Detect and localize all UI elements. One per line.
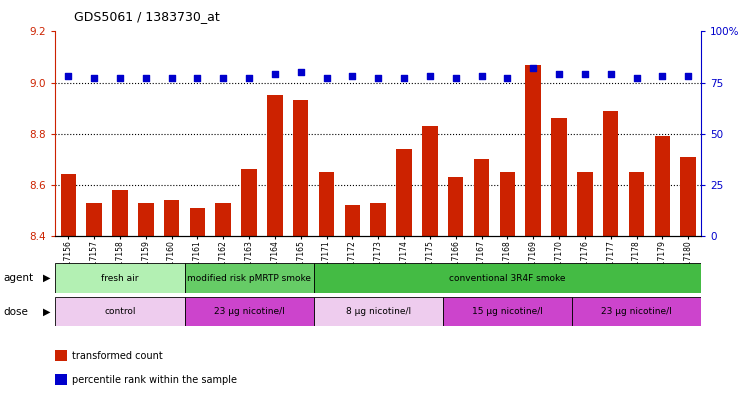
Point (373, 75, 384, 82)
Bar (370, 203, 386, 236)
Text: transformed count: transformed count (72, 351, 163, 361)
Point (630, 75, 642, 82)
Bar (184, 263, 314, 293)
Text: ▶: ▶ (43, 307, 50, 317)
Point (605, 71, 617, 77)
Point (347, 73, 359, 79)
Text: dose: dose (4, 307, 29, 317)
Point (320, 75, 332, 82)
Bar (86, 203, 102, 236)
Point (683, 73, 694, 79)
Point (165, 75, 178, 82)
Bar (443, 297, 572, 326)
Bar (184, 297, 314, 326)
Bar (138, 203, 154, 236)
Point (217, 75, 229, 82)
Bar (345, 205, 360, 236)
Bar (500, 172, 515, 236)
Point (269, 71, 281, 77)
Point (527, 65, 539, 72)
Text: 8 μg nicotine/l: 8 μg nicotine/l (345, 307, 411, 316)
Bar (680, 157, 696, 236)
Point (114, 75, 125, 82)
Text: 15 μg nicotine/l: 15 μg nicotine/l (472, 307, 543, 316)
Bar (164, 200, 179, 236)
Point (502, 75, 514, 82)
Bar (314, 297, 443, 326)
Bar (112, 190, 128, 236)
Bar (655, 136, 670, 236)
Text: fresh air: fresh air (101, 274, 139, 283)
Bar (422, 126, 438, 236)
Text: control: control (104, 307, 136, 316)
Bar (55, 350, 67, 361)
Bar (293, 101, 308, 236)
Bar (215, 203, 231, 236)
Point (450, 75, 462, 82)
Bar (61, 174, 76, 236)
Text: GDS5061 / 1383730_at: GDS5061 / 1383730_at (74, 10, 219, 23)
Point (62, 73, 74, 79)
Point (243, 75, 255, 82)
Bar (577, 172, 593, 236)
Bar (572, 297, 701, 326)
Bar (551, 118, 567, 236)
Point (139, 75, 152, 82)
Point (579, 71, 590, 77)
Text: percentile rank within the sample: percentile rank within the sample (72, 375, 237, 385)
Bar (396, 149, 412, 236)
Bar (55, 263, 184, 293)
Point (399, 75, 410, 82)
Text: conventional 3R4F smoke: conventional 3R4F smoke (449, 274, 565, 283)
Point (657, 73, 669, 79)
Bar (267, 95, 283, 236)
Bar (448, 177, 463, 236)
Bar (241, 169, 257, 236)
Bar (319, 172, 334, 236)
Point (424, 73, 435, 79)
Bar (55, 297, 184, 326)
Text: agent: agent (4, 273, 34, 283)
Bar (190, 208, 205, 236)
Bar (474, 159, 489, 236)
Point (554, 71, 565, 77)
Text: 23 μg nicotine/l: 23 μg nicotine/l (214, 307, 284, 316)
Bar (55, 374, 67, 385)
Text: ▶: ▶ (43, 273, 50, 283)
Point (192, 75, 204, 82)
Point (295, 69, 307, 75)
Point (89, 75, 100, 82)
Bar (629, 172, 644, 236)
Text: modified risk pMRTP smoke: modified risk pMRTP smoke (187, 274, 311, 283)
Point (475, 73, 487, 79)
Text: 23 μg nicotine/l: 23 μg nicotine/l (601, 307, 672, 316)
Bar (314, 263, 701, 293)
Bar (603, 111, 618, 236)
Bar (525, 65, 541, 236)
